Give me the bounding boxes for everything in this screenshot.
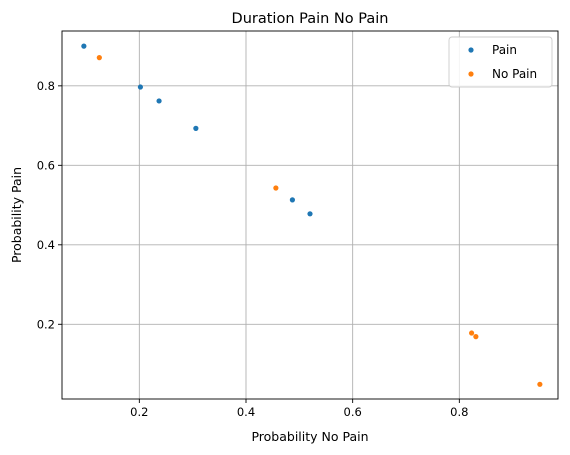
point-no-pain xyxy=(473,334,479,340)
y-axis-label: Probability Pain xyxy=(9,167,24,263)
x-axis-label: Probability No Pain xyxy=(251,429,368,444)
y-tick-label: 0.4 xyxy=(37,238,55,252)
x-tick-label: 0.4 xyxy=(237,405,255,419)
y-tick-label: 0.6 xyxy=(37,158,55,172)
point-pain xyxy=(193,125,199,131)
axes-frame xyxy=(61,30,559,400)
data-points xyxy=(81,43,543,387)
chart-title: Duration Pain No Pain xyxy=(232,11,389,27)
point-no-pain xyxy=(96,55,102,61)
grid xyxy=(62,31,558,399)
point-no-pain xyxy=(537,381,543,387)
x-tick-label: 0.2 xyxy=(130,405,148,419)
legend-label-pain: Pain xyxy=(492,43,517,57)
point-pain xyxy=(156,98,162,104)
x-tick-label: 0.8 xyxy=(450,405,468,419)
legend-label-no-pain: No Pain xyxy=(492,67,537,81)
legend-marker-pain xyxy=(468,47,474,53)
point-pain xyxy=(289,197,295,203)
y-tick-label: 0.8 xyxy=(37,79,55,93)
legend-box xyxy=(448,36,553,88)
point-pain xyxy=(81,43,87,49)
point-pain xyxy=(137,84,143,90)
point-no-pain xyxy=(469,330,475,336)
axis-ticks: 0.2 0.4 0.6 0.8 0.2 0.4 0.6 0.8 xyxy=(37,79,469,419)
legend-marker-no-pain xyxy=(468,71,474,77)
point-pain xyxy=(307,211,313,217)
legend: Pain No Pain xyxy=(448,36,553,88)
x-tick-label: 0.6 xyxy=(344,405,362,419)
point-no-pain xyxy=(273,185,279,191)
y-tick-label: 0.2 xyxy=(37,317,55,331)
